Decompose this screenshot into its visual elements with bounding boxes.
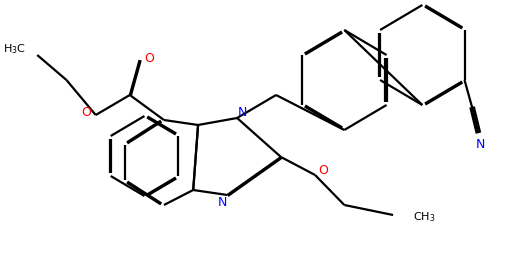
Text: H$_3$C: H$_3$C <box>3 42 26 56</box>
Text: N: N <box>476 138 485 151</box>
Text: O: O <box>318 164 328 177</box>
Text: N: N <box>237 106 247 120</box>
Text: O: O <box>81 106 91 120</box>
Text: N: N <box>218 197 227 210</box>
Text: CH$_3$: CH$_3$ <box>413 210 435 224</box>
Text: O: O <box>144 51 154 64</box>
